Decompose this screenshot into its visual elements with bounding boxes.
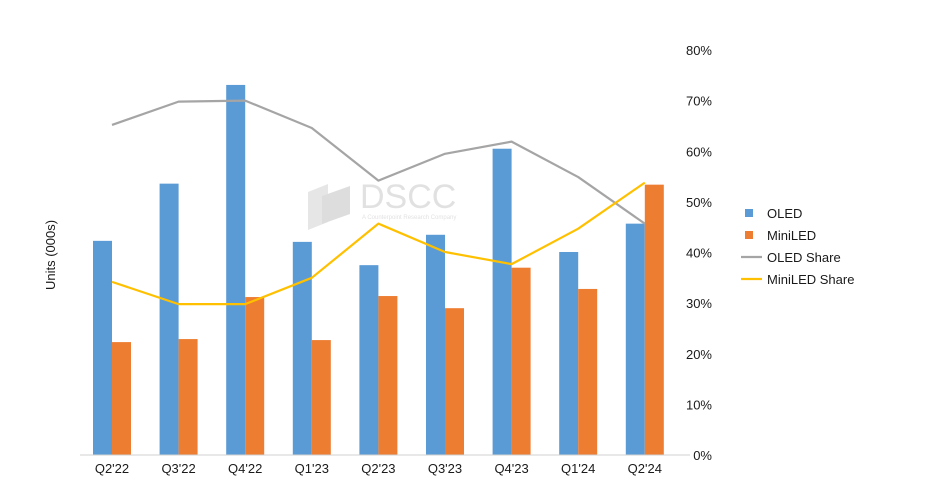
legend-swatch	[745, 231, 753, 239]
x-tick-label: Q4'22	[228, 461, 262, 476]
y2-tick-label: 80%	[686, 43, 712, 58]
bar-oled	[492, 148, 512, 455]
bar-miniled	[378, 296, 398, 455]
bar-miniled	[511, 267, 531, 455]
bar-miniled	[311, 340, 331, 455]
legend-label: OLED Share	[767, 250, 841, 265]
x-tick-label: Q3'23	[428, 461, 462, 476]
bar-oled	[93, 240, 112, 455]
x-tick-label: Q2'24	[628, 461, 662, 476]
x-tick-label: Q4'23	[494, 461, 528, 476]
y2-tick-label: 40%	[686, 246, 712, 261]
bar-oled	[625, 223, 645, 455]
bar-miniled	[578, 288, 598, 455]
x-tick-label: Q1'24	[561, 461, 595, 476]
line-oled-share	[111, 99, 646, 225]
bar-oled	[292, 241, 312, 455]
bar-miniled	[644, 184, 664, 455]
line-miniled-share	[111, 181, 646, 306]
svg-text:A Counterpoint Research Compan: A Counterpoint Research Company	[362, 215, 456, 221]
y2-tick-label: 0%	[693, 448, 712, 463]
dscc-watermark: DSCC A Counterpoint Research Company	[308, 178, 456, 230]
x-tick-label: Q2'22	[95, 461, 129, 476]
y-axis-label: Units (000s)	[43, 220, 58, 290]
legend-swatch	[745, 209, 753, 217]
bar-oled	[426, 234, 445, 455]
y2-tick-label: 70%	[686, 94, 712, 109]
bar-oled	[159, 183, 179, 455]
legend-label: MiniLED	[767, 228, 816, 243]
svg-text:DSCC: DSCC	[360, 178, 456, 216]
bar-oled	[226, 84, 246, 456]
bar-miniled	[112, 342, 131, 455]
bar-miniled	[178, 339, 198, 455]
x-tick-label: Q3'22	[161, 461, 195, 476]
bar-miniled	[445, 308, 464, 455]
bar-miniled	[245, 297, 265, 455]
y2-tick-label: 60%	[686, 144, 712, 159]
bar-oled	[559, 251, 579, 455]
bar-oled	[359, 265, 379, 455]
legend-label: MiniLED Share	[767, 272, 854, 287]
y2-tick-label: 50%	[686, 195, 712, 210]
y2-tick-label: 20%	[686, 347, 712, 362]
y2-tick-label: 10%	[686, 397, 712, 412]
legend-label: OLED	[767, 206, 802, 221]
x-tick-label: Q2'23	[361, 461, 395, 476]
x-tick-label: Q1'23	[295, 461, 329, 476]
y2-tick-label: 30%	[686, 296, 712, 311]
